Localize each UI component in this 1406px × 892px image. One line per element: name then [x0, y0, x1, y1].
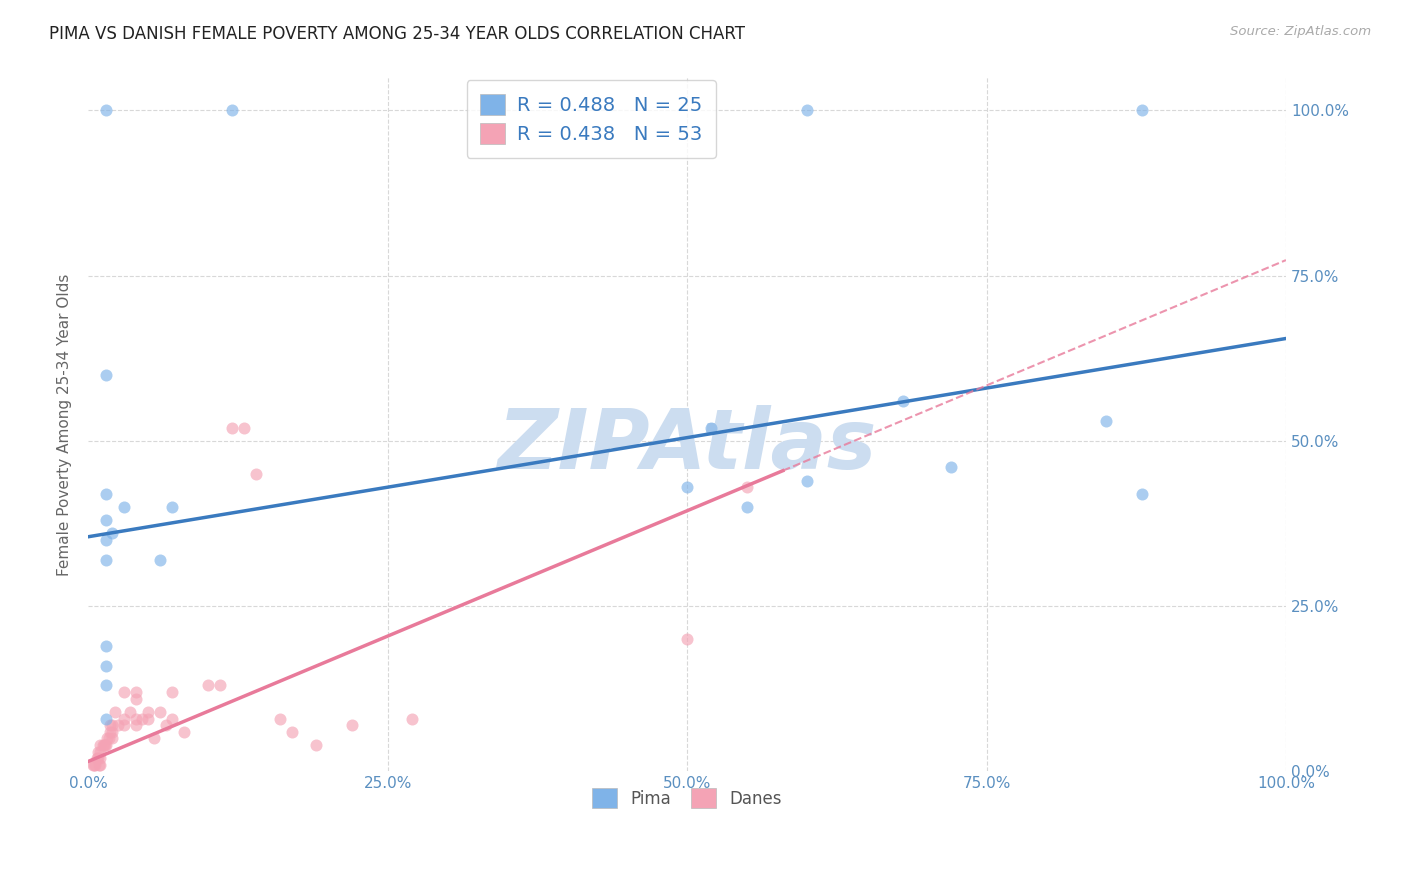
Point: [93, 738, 115, 752]
Point: [160, 500, 183, 514]
Point: [96, 731, 118, 746]
Point: [101, 724, 124, 739]
Point: [107, 718, 129, 732]
Point: [340, 718, 363, 732]
Point: [94, 712, 117, 726]
Y-axis label: Female Poverty Among 25-34 Year Olds: Female Poverty Among 25-34 Year Olds: [58, 273, 72, 575]
Point: [97, 731, 120, 746]
Point: [87, 751, 110, 765]
Point: [98, 718, 121, 732]
Point: [305, 738, 328, 752]
Point: [94, 513, 117, 527]
Point: [149, 705, 172, 719]
Point: [94, 639, 117, 653]
Point: [89, 745, 111, 759]
Point: [1130, 103, 1153, 118]
Point: [269, 712, 291, 726]
Point: [112, 718, 135, 732]
Point: [735, 500, 758, 514]
Text: ZIPAtlas: ZIPAtlas: [498, 405, 877, 486]
Point: [112, 685, 135, 699]
Point: [131, 712, 153, 726]
Point: [101, 731, 124, 746]
Point: [83, 757, 105, 772]
Point: [94, 678, 117, 692]
Point: [125, 718, 148, 732]
Point: [232, 421, 254, 435]
Point: [939, 460, 962, 475]
Point: [94, 103, 117, 118]
Point: [101, 526, 124, 541]
Point: [125, 685, 148, 699]
Point: [735, 480, 758, 494]
Point: [86, 751, 108, 765]
Point: [94, 533, 117, 547]
Point: [676, 632, 699, 647]
Point: [87, 745, 110, 759]
Point: [94, 368, 117, 382]
Point: [94, 487, 117, 501]
Point: [245, 467, 267, 481]
Point: [89, 757, 111, 772]
Point: [160, 685, 183, 699]
Point: [281, 724, 304, 739]
Point: [401, 712, 423, 726]
Text: PIMA VS DANISH FEMALE POVERTY AMONG 25-34 YEAR OLDS CORRELATION CHART: PIMA VS DANISH FEMALE POVERTY AMONG 25-3…: [49, 25, 745, 43]
Point: [125, 691, 148, 706]
Point: [84, 757, 107, 772]
Point: [98, 724, 121, 739]
Point: [155, 718, 177, 732]
Legend: Pima, Danes: Pima, Danes: [585, 781, 789, 815]
Point: [143, 731, 166, 746]
Point: [796, 474, 818, 488]
Point: [221, 103, 243, 118]
Point: [891, 394, 914, 409]
Point: [101, 718, 124, 732]
Point: [796, 103, 818, 118]
Point: [160, 712, 183, 726]
Point: [89, 751, 111, 765]
Point: [112, 712, 135, 726]
Point: [125, 712, 148, 726]
Point: [173, 724, 195, 739]
Point: [94, 553, 117, 567]
Text: Source: ZipAtlas.com: Source: ZipAtlas.com: [1230, 25, 1371, 38]
Point: [89, 738, 111, 752]
Point: [103, 705, 125, 719]
Point: [1130, 487, 1153, 501]
Point: [120, 705, 142, 719]
Point: [136, 712, 159, 726]
Point: [136, 705, 159, 719]
Point: [221, 421, 243, 435]
Point: [149, 553, 172, 567]
Point: [700, 421, 723, 435]
Point: [208, 678, 231, 692]
Point: [197, 678, 219, 692]
Point: [82, 757, 104, 772]
Point: [87, 757, 110, 772]
Point: [112, 500, 135, 514]
Point: [94, 738, 117, 752]
Point: [94, 658, 117, 673]
Point: [91, 738, 114, 752]
Point: [94, 738, 117, 752]
Point: [676, 480, 699, 494]
Point: [1095, 414, 1118, 428]
